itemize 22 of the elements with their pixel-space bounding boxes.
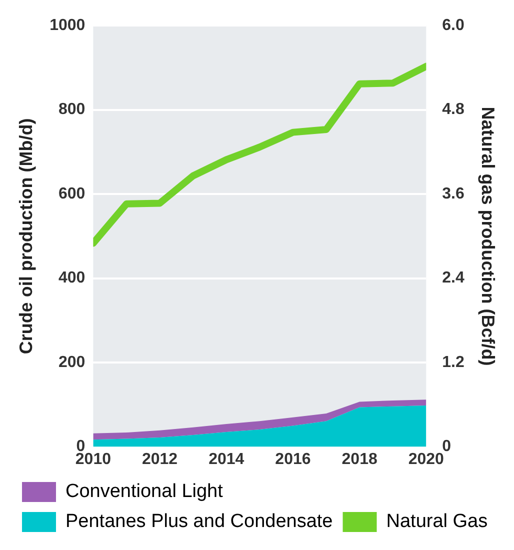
y2-tick-label: 2.4 <box>442 270 464 287</box>
y-axis-title: Crude oil production (Mb/d) <box>16 118 36 354</box>
x-tick-label: 2016 <box>275 450 311 468</box>
y2-tick-label: 0 <box>442 438 452 456</box>
x-tick-label: 2020 <box>408 450 444 468</box>
x-tick-label: 2010 <box>75 450 112 468</box>
y2-tick-label: 3.6 <box>442 185 464 202</box>
y2-tick-label: 1.2 <box>442 354 464 371</box>
y2-tick-label: 6.0 <box>442 17 464 34</box>
x-tick-label: 2012 <box>142 450 178 468</box>
y2-tick-label: 4.8 <box>442 101 464 118</box>
y-tick-label: 600 <box>58 185 86 202</box>
legend-label: Natural Gas <box>386 511 488 532</box>
y-tick-label: 400 <box>58 270 86 287</box>
y-tick-label: 200 <box>58 354 86 371</box>
x-tick-label: 2018 <box>342 450 378 468</box>
y2-axis-title: Natural gas production (Bcf/d) <box>478 106 498 366</box>
legend-label: Conventional Light <box>66 481 224 502</box>
y-tick-label: 800 <box>58 101 86 118</box>
legend-label: Pentanes Plus and Condensate <box>66 511 333 532</box>
y-tick-label: 1000 <box>50 17 86 34</box>
x-tick-label: 2014 <box>208 450 244 468</box>
